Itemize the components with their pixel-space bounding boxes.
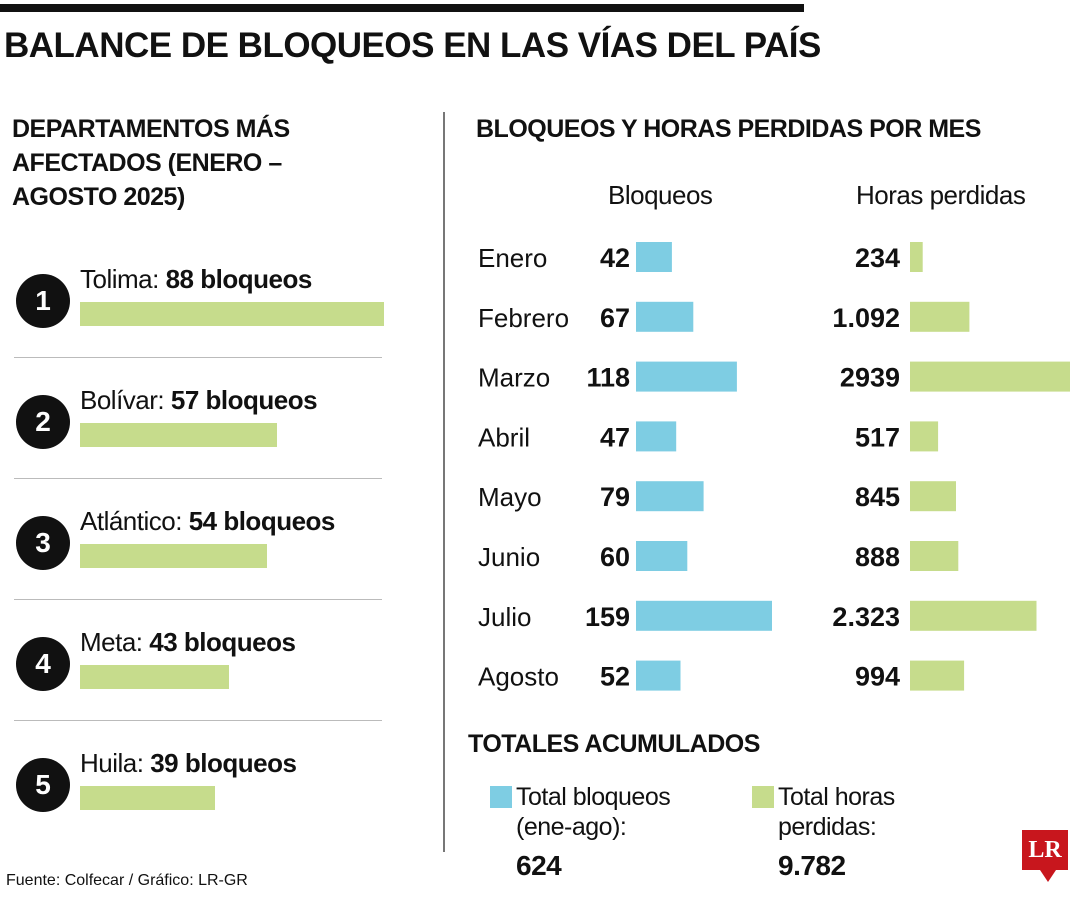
horas-value-label: 1.092 (832, 303, 900, 333)
monthly-title: BLOQUEOS Y HORAS PERDIDAS POR MES (476, 115, 981, 143)
rank-number-badge: 3 (16, 516, 70, 570)
horas-total-label-line: Total horas (778, 783, 895, 811)
horas-bar (910, 600, 1037, 631)
rank-number-badge: 2 (16, 395, 70, 449)
horas-bar (910, 242, 923, 272)
ranking-separator (14, 599, 382, 600)
column-divider (443, 112, 445, 852)
horas-value-label: 234 (855, 243, 900, 273)
department-name: Bolívar: (80, 385, 165, 415)
bloqueos-legend-swatch (490, 786, 512, 808)
month-label: Junio (478, 542, 540, 572)
rank-number-badge: 4 (16, 637, 70, 691)
department-name: Huila: (80, 748, 144, 778)
bloqueos-value-label: 60 (600, 542, 630, 572)
rank-number-badge: 1 (16, 274, 70, 328)
bloqueos-bar (636, 600, 772, 631)
ranking-bar (80, 302, 384, 326)
department-name: Tolima: (80, 264, 159, 294)
ranking-item: 1 Tolima: 88 bloqueos (14, 258, 384, 378)
bloqueos-total-label-line: Total bloqueos (516, 783, 671, 811)
ranking-bar (80, 423, 277, 447)
horas-total-value: 9.782 (778, 850, 846, 881)
ranking-bar (80, 665, 229, 689)
lr-logo: LR (1022, 830, 1068, 870)
month-label: Marzo (478, 363, 550, 393)
bloqueos-column-header: Bloqueos (608, 180, 713, 210)
month-label: Agosto (478, 662, 559, 692)
ranking-item: 5 Huila: 39 bloqueos (14, 742, 382, 862)
bloqueos-value-label: 42 (600, 243, 630, 273)
horas-column-header: Horas perdidas (856, 180, 1026, 210)
bloqueos-value-label: 159 (585, 602, 630, 632)
month-label: Mayo (478, 482, 542, 512)
ranking-separator (14, 720, 382, 721)
department-name: Meta: (80, 627, 143, 657)
ranking-item: 4 Meta: 43 bloqueos (14, 621, 382, 741)
ranking-item: 2 Bolívar: 57 bloqueos (14, 379, 382, 499)
source-note: Fuente: Colfecar / Gráfico: LR-GR (6, 872, 248, 889)
bloqueos-bar (636, 421, 677, 452)
ranking-item: 3 Atlántico: 54 bloqueos (14, 500, 382, 620)
horas-total-label-line: perdidas: (778, 813, 877, 841)
bloqueos-total-value: 624 (516, 850, 562, 881)
ranking-separator (14, 478, 382, 479)
horas-value-label: 888 (855, 542, 900, 572)
ranking-title: DEPARTAMENTOS MÁS AFECTADOS (ENERO – AGO… (12, 112, 290, 214)
department-value: 39 bloqueos (150, 748, 297, 778)
department-value: 43 bloqueos (149, 627, 296, 657)
horas-legend-swatch (752, 786, 774, 808)
bloqueos-total-label-line: (ene-ago): (516, 813, 627, 841)
horas-value-label: 2.323 (832, 602, 900, 632)
top-rule (0, 4, 804, 12)
bloqueos-value-label: 118 (586, 363, 630, 393)
month-label: Febrero (478, 303, 569, 333)
bloqueos-bar (636, 660, 681, 691)
bloqueos-value-label: 79 (600, 482, 630, 512)
horas-bar (910, 361, 1070, 392)
bloqueos-value-label: 67 (600, 303, 630, 333)
ranking-label: Huila: 39 bloqueos (80, 748, 297, 779)
horas-bar (910, 421, 939, 452)
horas-bar (910, 481, 956, 512)
ranking-separator (14, 357, 382, 358)
bloqueos-bar (636, 361, 737, 392)
horas-bar (910, 660, 965, 691)
department-value: 57 bloqueos (170, 385, 318, 415)
horas-bar (910, 301, 970, 332)
bloqueos-bar (636, 541, 688, 571)
ranking-title-line: AGOSTO 2025) (12, 183, 185, 211)
ranking-title-line: DEPARTAMENTOS MÁS (12, 115, 290, 143)
bloqueos-bar (636, 481, 704, 512)
ranking-label: Meta: 43 bloqueos (80, 627, 296, 658)
horas-total-label: Total horas perdidas: (778, 782, 895, 842)
lr-logo-tail (1040, 870, 1056, 882)
rank-number-badge: 5 (16, 758, 70, 812)
bloqueos-value-label: 47 (600, 422, 630, 452)
department-value: 54 bloqueos (188, 506, 336, 536)
totals-title: TOTALES ACUMULADOS (468, 730, 760, 758)
department-name: Atlántico: (80, 506, 182, 536)
ranking-bar (80, 544, 267, 568)
month-label: Enero (478, 243, 547, 273)
bloqueos-bar (636, 242, 672, 272)
horas-value-label: 2939 (840, 363, 900, 393)
ranking-bar (80, 786, 215, 810)
month-label: Abril (478, 422, 530, 452)
bloqueos-value-label: 52 (600, 662, 630, 692)
horas-value-label: 845 (855, 482, 900, 512)
horas-value-label: 994 (855, 662, 900, 692)
ranking-label: Tolima: 88 bloqueos (80, 264, 312, 295)
page-title: BALANCE DE BLOQUEOS EN LAS VÍAS DEL PAÍS (4, 26, 821, 65)
bloqueos-total-label: Total bloqueos (ene-ago): (516, 782, 671, 842)
bloqueos-bar (636, 301, 694, 332)
ranking-title-line: AFECTADOS (ENERO – (12, 149, 282, 177)
horas-value-label: 517 (855, 422, 900, 452)
horas-bar (910, 541, 959, 571)
month-label: Julio (478, 602, 531, 632)
department-value: 88 bloqueos (165, 264, 313, 294)
ranking-label: Atlántico: 54 bloqueos (80, 506, 335, 537)
ranking-label: Bolívar: 57 bloqueos (80, 385, 318, 416)
